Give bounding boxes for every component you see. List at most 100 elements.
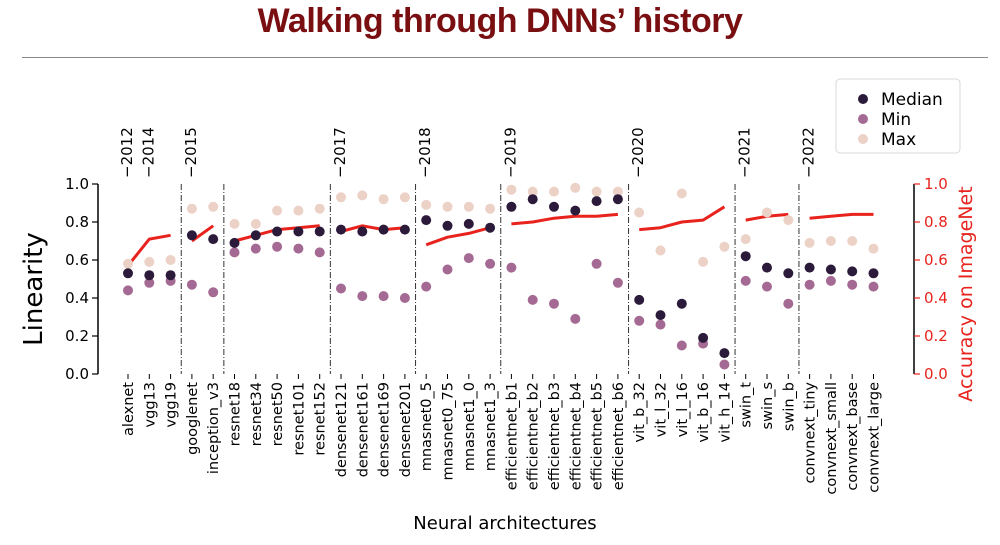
min-point — [719, 359, 730, 370]
max-point — [229, 218, 240, 229]
min-point — [293, 243, 304, 254]
max-point — [357, 190, 368, 201]
median-point — [442, 220, 453, 231]
x-tick-label: densenet121 — [334, 382, 350, 477]
max-point — [612, 186, 623, 197]
median-point — [399, 224, 410, 235]
x-tick-label: densenet161 — [355, 382, 371, 477]
max-point — [485, 203, 496, 214]
y2-tick-label: 0.0 — [924, 365, 948, 383]
max-point — [123, 258, 133, 269]
max-point — [250, 218, 261, 229]
legend-marker — [858, 94, 868, 104]
median-point — [591, 196, 602, 207]
median-point — [868, 268, 879, 279]
x-tick-label: mnasnet0_75 — [441, 382, 457, 480]
min-point — [740, 275, 751, 286]
min-point — [442, 264, 453, 275]
x-tick-label: resnet152 — [313, 382, 329, 456]
x-tick-label: mnasnet1_0 — [462, 382, 478, 471]
x-tick-label: efficientnet_b6 — [611, 382, 627, 490]
median-point — [250, 230, 261, 241]
median-point — [293, 226, 304, 237]
median-point — [698, 332, 709, 343]
median-point — [378, 224, 389, 235]
max-point — [165, 255, 176, 265]
median-point — [357, 226, 368, 237]
median-point — [847, 266, 858, 277]
max-point — [847, 236, 858, 246]
max-point — [527, 186, 538, 197]
x-tick-label: vit_h_14 — [717, 382, 733, 442]
year-label: −2020 — [629, 127, 647, 178]
x-tick-label: alexnet — [121, 382, 137, 436]
max-point — [549, 186, 559, 197]
accuracy-line — [126, 233, 171, 267]
median-point — [272, 226, 283, 237]
max-point — [336, 192, 346, 203]
min-point — [634, 315, 645, 326]
x-tick-label: vit_b_16 — [696, 382, 712, 442]
median-point — [740, 251, 751, 262]
min-point — [186, 279, 197, 290]
year-label: −2018 — [416, 127, 434, 178]
min-point — [549, 298, 559, 309]
min-point — [144, 277, 155, 288]
max-point — [570, 182, 581, 193]
max-point — [655, 245, 666, 256]
x-tick-label: efficientnet_b5 — [590, 382, 606, 490]
median-point — [336, 224, 346, 235]
median-point — [208, 234, 219, 245]
median-point — [485, 222, 496, 233]
median-point — [165, 270, 176, 281]
min-point — [208, 287, 219, 298]
x-tick-label: efficientnet_b2 — [526, 382, 542, 490]
x-tick-label: vgg19 — [164, 382, 180, 427]
max-point — [144, 256, 155, 267]
max-point — [293, 205, 304, 216]
x-tick-label: vgg13 — [142, 382, 158, 427]
min-point — [272, 241, 283, 252]
min-point — [847, 279, 858, 290]
min-point — [783, 298, 794, 309]
max-point — [783, 215, 794, 226]
x-tick-label: resnet34 — [249, 382, 265, 446]
median-point — [186, 230, 197, 241]
median-point — [762, 262, 772, 273]
x-tick-label: swin_b — [781, 382, 797, 431]
max-point — [634, 207, 645, 218]
median-point — [804, 262, 815, 273]
max-point — [762, 207, 772, 218]
y2-tick-label: 0.6 — [924, 251, 948, 269]
x-tick-label: efficientnet_b3 — [547, 382, 563, 490]
median-point — [123, 268, 133, 279]
median-point — [549, 201, 559, 212]
max-point — [378, 194, 389, 205]
min-point — [485, 258, 496, 269]
min-point — [655, 319, 666, 330]
year-label: −2019 — [501, 127, 519, 178]
accuracy-line — [340, 224, 406, 233]
x-tick-label: googlenet — [185, 382, 201, 455]
x-tick-label: swin_s — [760, 382, 776, 429]
year-label: −2014 — [139, 127, 157, 178]
x-tick-label: convnext_base — [845, 382, 861, 491]
min-point — [506, 262, 517, 273]
accuracy-line — [425, 226, 491, 247]
x-tick-label: densenet169 — [377, 382, 393, 477]
accuracy-line — [639, 205, 726, 232]
x-tick-label: inception_v3 — [206, 382, 222, 474]
y-tick-label: 0.0 — [65, 365, 89, 383]
max-point — [421, 199, 432, 210]
min-point — [570, 313, 581, 324]
min-point — [229, 247, 240, 258]
median-point — [825, 264, 836, 275]
min-point — [123, 285, 133, 296]
y-tick-label: 0.2 — [65, 327, 89, 345]
max-point — [698, 256, 709, 267]
max-point — [442, 201, 453, 212]
x-tick-label: resnet101 — [291, 382, 307, 456]
legend-marker — [858, 114, 868, 124]
max-point — [463, 201, 474, 212]
x-tick-label: resnet18 — [228, 382, 244, 446]
